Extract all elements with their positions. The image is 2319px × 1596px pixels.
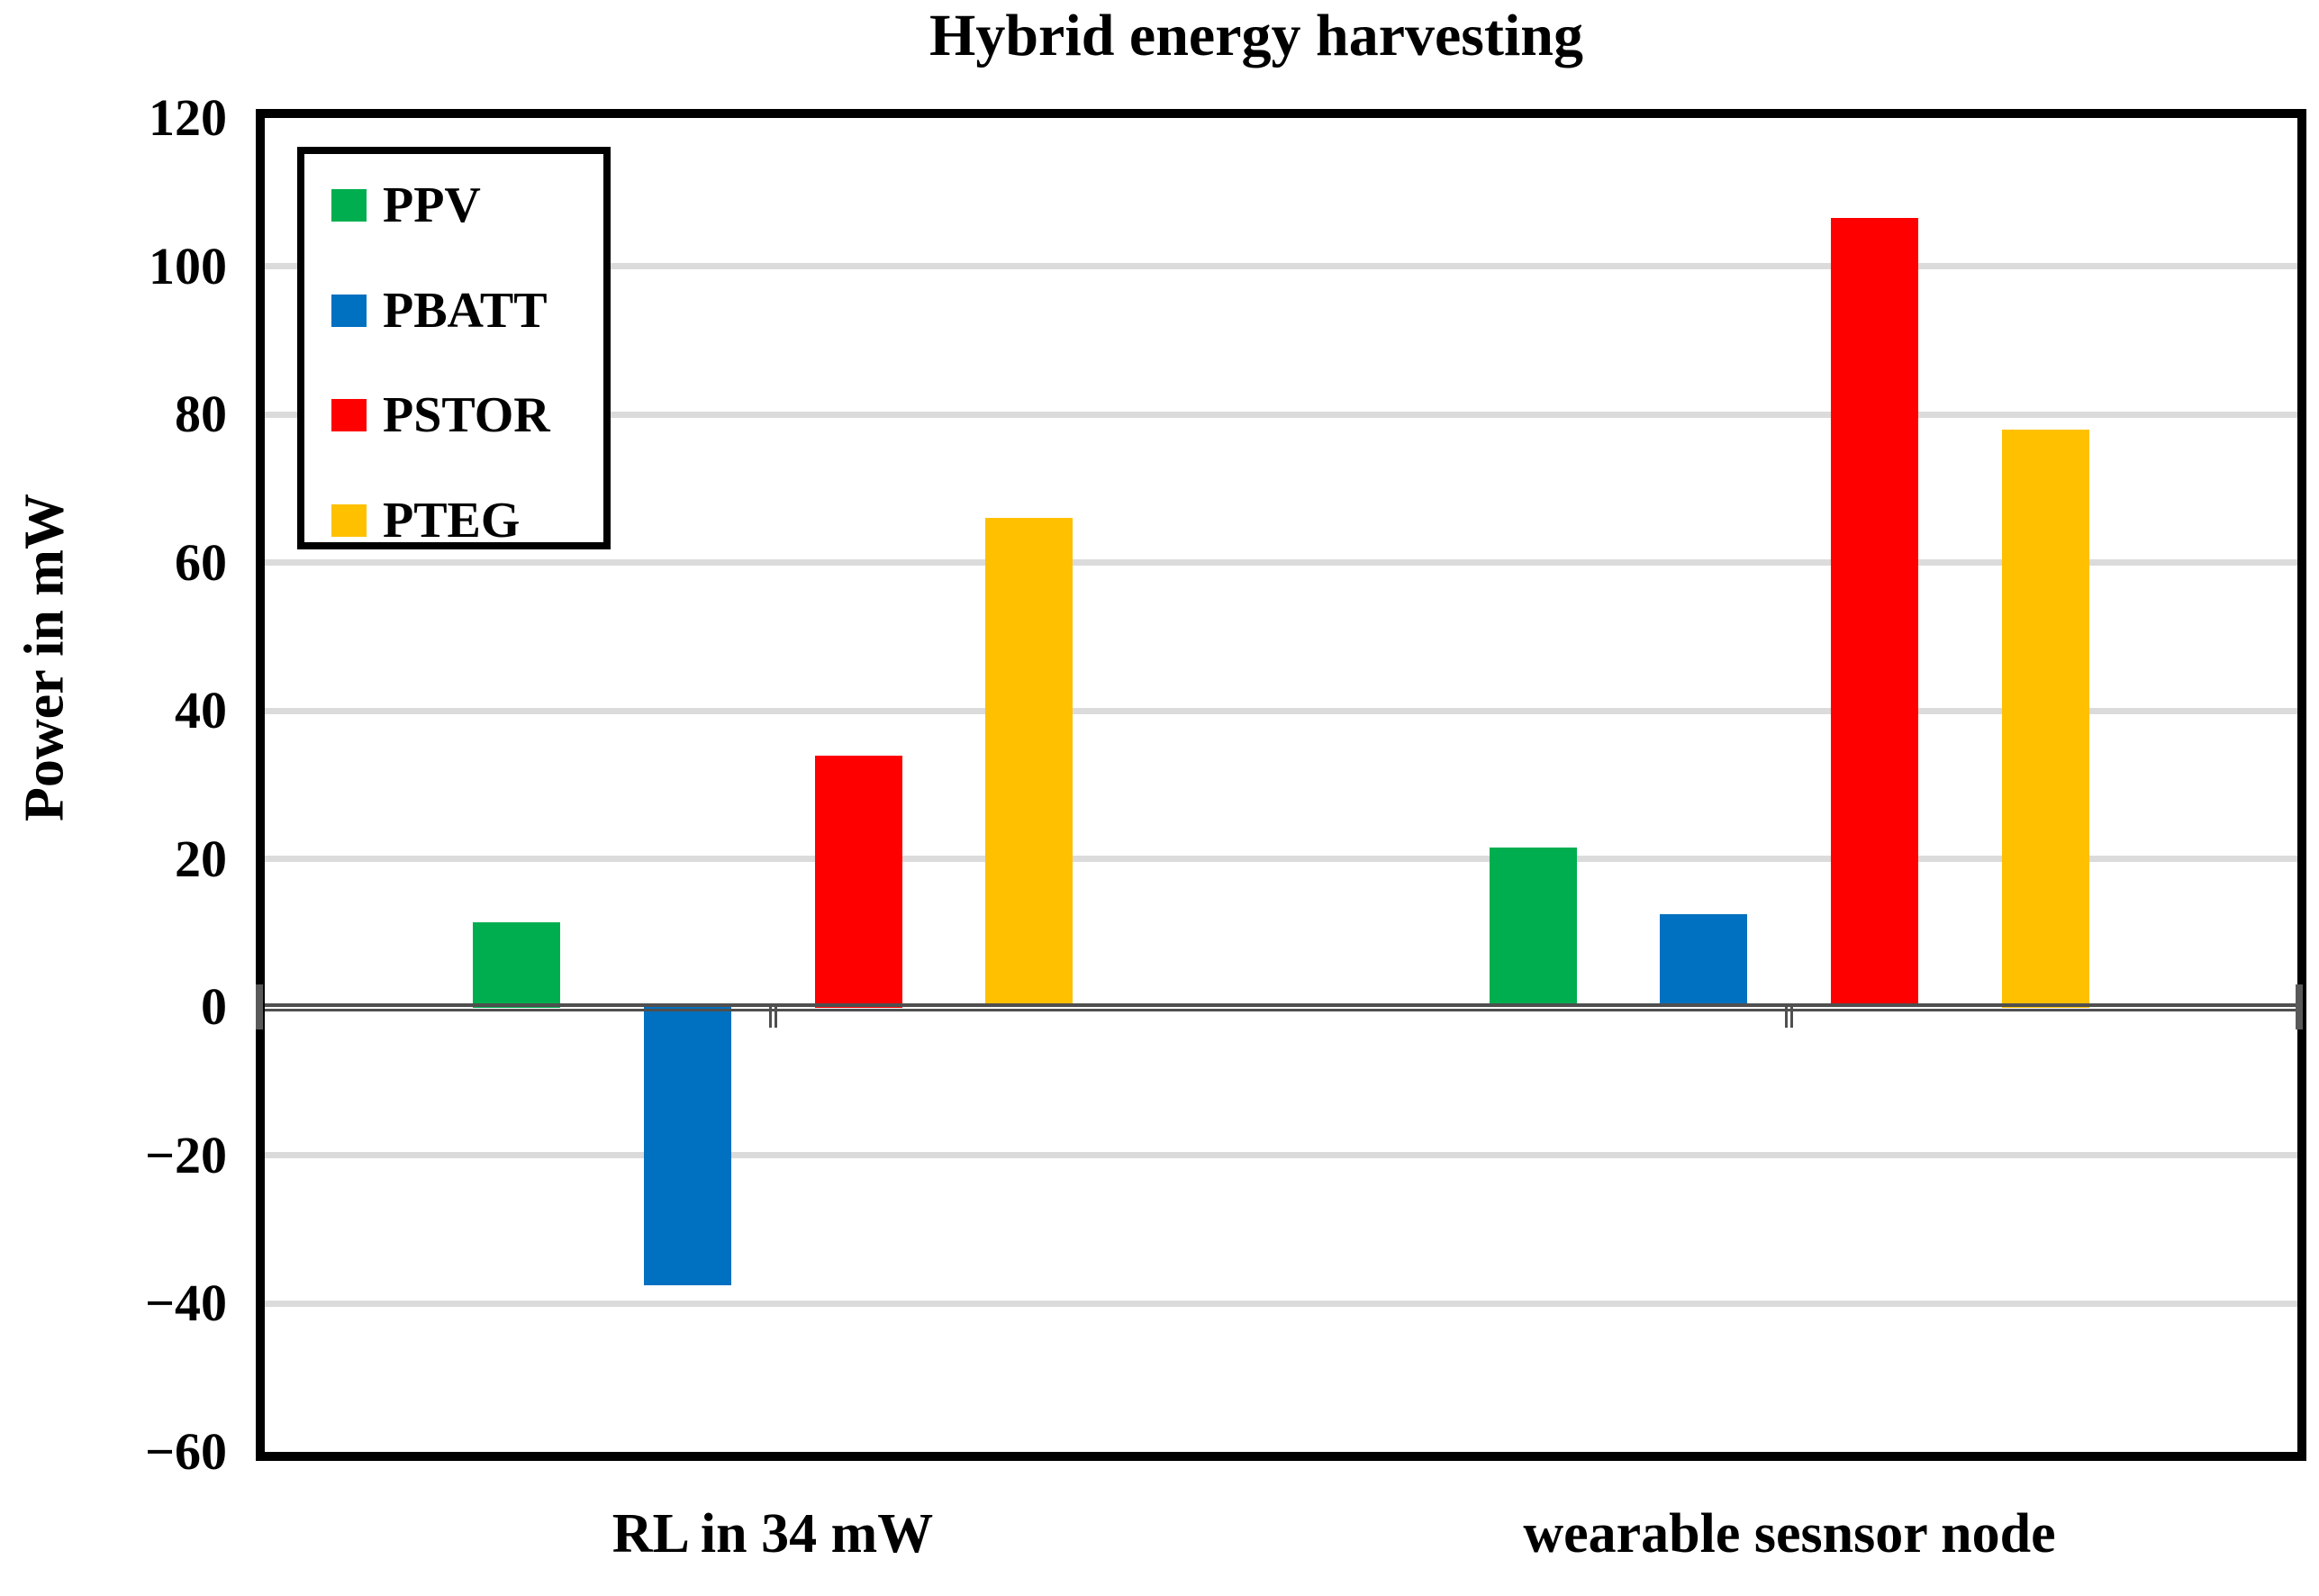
gridline-20 <box>265 856 2297 862</box>
axis-edge-tick-1 <box>2296 984 2303 1029</box>
bar-pteg-cat0 <box>985 518 1073 1007</box>
legend-swatch-pteg <box>331 504 367 537</box>
y-tick-label--40: −40 <box>144 1274 227 1332</box>
legend-label-pstor: PSTOR <box>383 387 550 443</box>
chart-title: Hybrid energy harvesting <box>929 3 1583 68</box>
bar-pbatt-cat1 <box>1660 914 1747 1007</box>
y-tick-label-0: 0 <box>201 977 227 1036</box>
gridline-40 <box>265 708 2297 714</box>
y-tick-label--60: −60 <box>144 1422 227 1481</box>
x-category-label-1: wearable sesnsor node <box>1523 1503 2056 1564</box>
bar-ppv-cat0 <box>473 922 560 1008</box>
axis-edge-tick-0 <box>256 984 263 1029</box>
gridline-60 <box>265 559 2297 566</box>
gridline--40 <box>265 1301 2297 1307</box>
bar-pstor-cat0 <box>815 756 902 1008</box>
legend-item-pteg: PTEG <box>304 494 603 547</box>
y-tick-label-80: 80 <box>175 385 227 443</box>
legend-item-ppv: PPV <box>304 179 603 231</box>
y-tick-label--20: −20 <box>144 1126 227 1184</box>
x-axis-line <box>265 1003 2297 1012</box>
bar-ppv-cat1 <box>1490 848 1577 1007</box>
legend-label-pteg: PTEG <box>383 493 521 549</box>
category-axis-tick-1-1 <box>1790 1004 1793 1028</box>
category-axis-tick-0-1 <box>775 1004 777 1028</box>
y-tick-label-60: 60 <box>175 533 227 592</box>
bar-pstor-cat1 <box>1831 218 1918 1007</box>
gridline-100 <box>265 263 2297 269</box>
category-axis-tick-0-0 <box>769 1004 772 1028</box>
legend-swatch-pbatt <box>331 295 367 327</box>
y-tick-label-20: 20 <box>175 830 227 888</box>
gridline-80 <box>265 412 2297 418</box>
y-tick-label-40: 40 <box>175 681 227 739</box>
legend-item-pbatt: PBATT <box>304 285 603 337</box>
gridline--20 <box>265 1152 2297 1158</box>
y-tick-label-120: 120 <box>149 88 227 147</box>
legend-label-ppv: PPV <box>383 177 481 233</box>
legend-swatch-pstor <box>331 399 367 431</box>
x-axis-line-upper <box>265 1003 2297 1007</box>
legend: PPV PBATT PSTOR PTEG <box>297 147 611 549</box>
bar-pteg-cat1 <box>2002 430 2089 1008</box>
category-axis-tick-1-0 <box>1785 1004 1788 1028</box>
y-tick-label-100: 100 <box>149 237 227 295</box>
legend-label-pbatt: PBATT <box>383 283 548 339</box>
bar-pbatt-cat0 <box>644 1007 731 1285</box>
x-category-label-0: RL in 34 mW <box>611 1503 934 1564</box>
legend-item-pstor: PSTOR <box>304 389 603 441</box>
legend-swatch-ppv <box>331 189 367 222</box>
x-axis-line-lower <box>265 1009 2297 1011</box>
